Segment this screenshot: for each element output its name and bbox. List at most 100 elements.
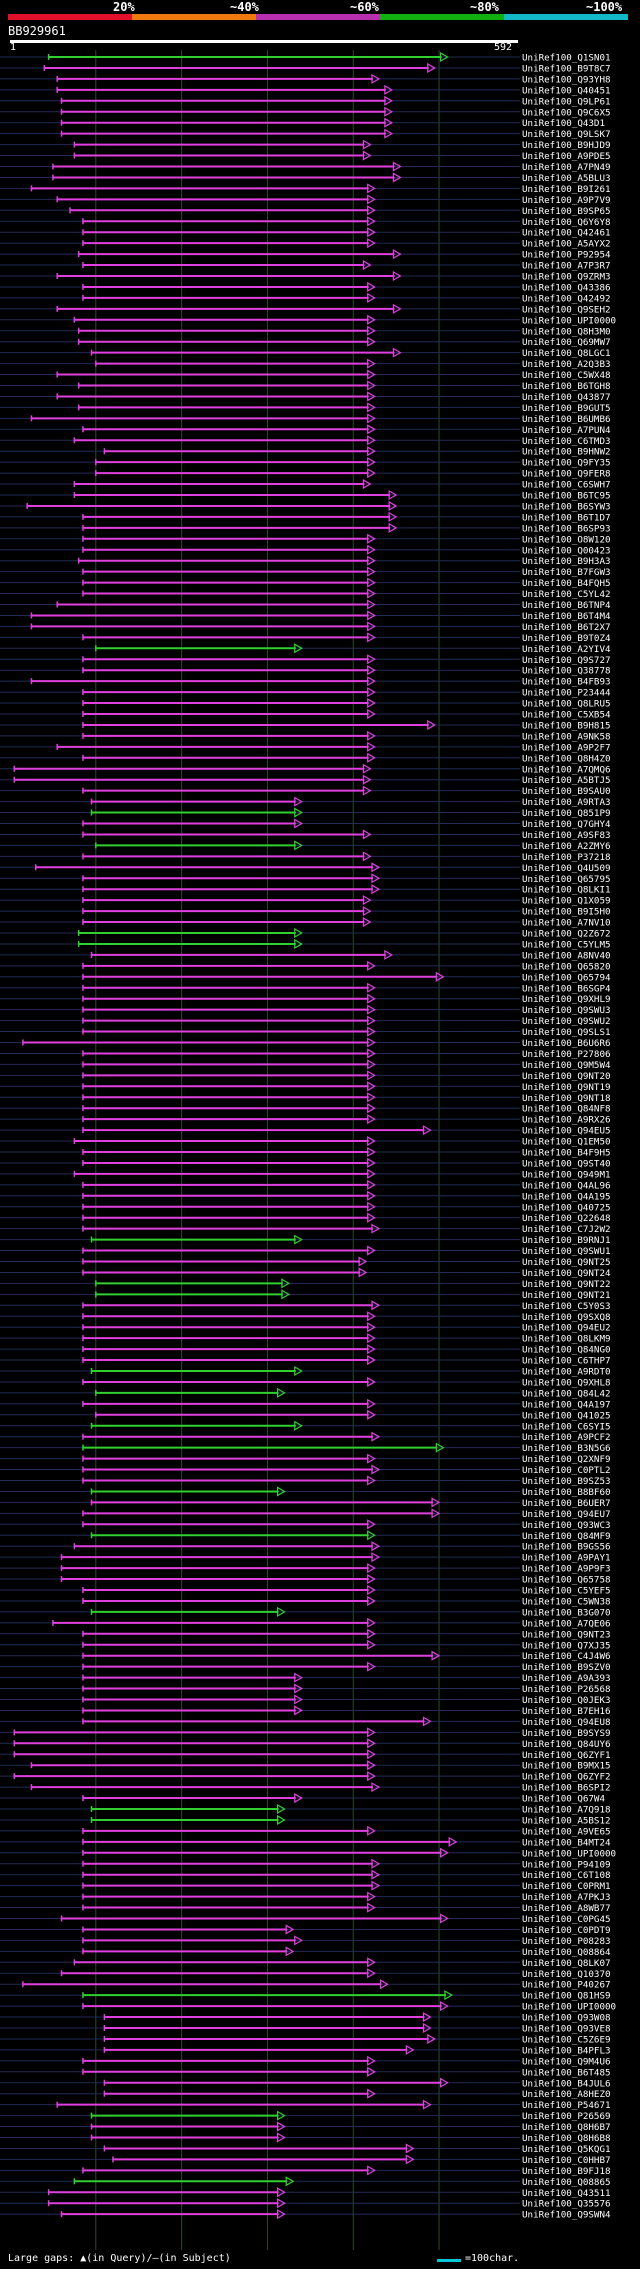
hit-arrowhead	[362, 785, 372, 796]
hit-label: UniRef100_Q84L42	[522, 1388, 611, 1399]
hit-arrowhead	[367, 1333, 376, 1344]
hit-label: UniRef100_Q8H6B7	[522, 2122, 611, 2133]
hit-label: UniRef100_Q93VE8	[522, 2024, 611, 2035]
hit-arrowhead	[362, 774, 372, 785]
hit-arrowhead	[367, 610, 376, 621]
hit-label: UniRef100_Q67W4	[522, 1794, 605, 1805]
hit-label: UniRef100_Q9FER8	[522, 469, 611, 480]
hit-label: UniRef100_B4F9H5	[522, 1148, 611, 1159]
hit-label: UniRef100_Q9SLS1	[522, 1027, 611, 1038]
hit-arrowhead	[362, 895, 372, 906]
hit-arrowhead	[367, 698, 376, 709]
hit-arrowhead	[362, 763, 372, 774]
hit-label: UniRef100_Q9NT24	[522, 1268, 611, 1279]
hit-label: UniRef100_A9PAY1	[522, 1553, 611, 1564]
hit-label: UniRef100_P94109	[522, 1859, 611, 1870]
legend-band-60	[256, 14, 380, 20]
hit-arrowhead	[294, 938, 303, 949]
hit-arrowhead	[367, 621, 376, 632]
hit-arrowhead	[367, 1738, 376, 1749]
hit-label: UniRef100_A9P2F7	[522, 742, 611, 753]
hit-arrowhead	[371, 1464, 381, 1475]
hit-arrowhead	[367, 1311, 376, 1322]
hit-label: UniRef100_Q9SWN4	[522, 2210, 611, 2221]
hit-arrowhead	[367, 1059, 376, 1070]
hit-label: UniRef100_C6T108	[522, 1870, 611, 1881]
hit-label: UniRef100_Q69MW7	[522, 337, 611, 348]
hit-arrowhead	[276, 1803, 286, 1815]
hit-label: UniRef100_Q22648	[522, 1213, 611, 1224]
hit-label: UniRef100_B4PFL3	[522, 2045, 611, 2056]
hit-label: UniRef100_Q65794	[522, 972, 611, 983]
hit-arrowhead	[367, 566, 376, 577]
hit-label: UniRef100_Q9ZRM3	[522, 272, 611, 283]
hit-arrowhead	[367, 358, 376, 369]
hit-arrowhead	[384, 128, 394, 139]
hit-arrowhead	[276, 1814, 286, 1825]
query-id: BB929961	[8, 24, 66, 38]
hit-label: UniRef100_Q9S727	[522, 655, 611, 666]
hit-label: UniRef100_Q81HS9	[522, 1991, 611, 2002]
hit-label: UniRef100_Q94EU7	[522, 1509, 611, 1520]
hit-arrowhead	[367, 1617, 376, 1628]
hit-label: UniRef100_Q9SWU3	[522, 1005, 611, 1016]
hit-arrowhead	[367, 1355, 376, 1366]
hit-arrowhead	[294, 1234, 303, 1245]
hit-label: UniRef100_Q9C6X5	[522, 107, 611, 118]
hit-label: UniRef100_A7QE06	[522, 1618, 611, 1629]
hit-label: UniRef100_Q65820	[522, 961, 611, 972]
hit-label: UniRef100_Q00423	[522, 545, 611, 556]
hit-arrowhead	[367, 588, 376, 599]
hit-arrowhead	[367, 1825, 376, 1836]
hit-arrowhead	[367, 1136, 376, 1147]
hit-arrowhead	[276, 2121, 286, 2132]
hit-arrowhead	[367, 1760, 376, 1771]
hit-arrowhead	[367, 1157, 376, 1168]
hit-label: UniRef100_Q2XNF9	[522, 1454, 611, 1465]
hit-arrowhead	[367, 665, 376, 676]
hit-arrowhead	[367, 982, 376, 993]
hit-arrowhead	[384, 95, 394, 106]
hit-label: UniRef100_Q9ST40	[522, 1158, 611, 1169]
hit-label: UniRef100_Q8H6B8	[522, 2133, 611, 2144]
hit-label: UniRef100_A9SF83	[522, 830, 611, 841]
legend-label-20: 20%	[113, 0, 135, 14]
hit-arrowhead	[392, 161, 402, 172]
hit-arrowhead	[367, 227, 376, 238]
hit-arrowhead	[367, 391, 376, 402]
hit-arrowhead	[367, 1015, 376, 1026]
hit-arrowhead	[444, 1990, 454, 2001]
hit-arrowhead	[371, 1869, 381, 1880]
hit-label: UniRef100_B4FQH5	[522, 578, 611, 589]
hit-arrowhead	[371, 1880, 381, 1891]
hit-label: UniRef100_B9I5H0	[522, 907, 611, 918]
hit-label: UniRef100_Q94EU8	[522, 1717, 611, 1728]
hit-arrowhead	[367, 1037, 376, 1048]
hit-arrowhead	[367, 238, 376, 249]
hit-arrowhead	[294, 1694, 303, 1705]
hit-label: UniRef100_Q9NT20	[522, 1071, 611, 1082]
hit-label: UniRef100_A2Q3B3	[522, 359, 611, 370]
hit-arrowhead	[362, 139, 372, 150]
hit-label: UniRef100_B4MT24	[522, 1837, 611, 1848]
hit-arrowhead	[427, 2033, 436, 2044]
hit-label: UniRef100_Q9SWU1	[522, 1246, 611, 1257]
hit-label: UniRef100_Q949M1	[522, 1169, 611, 1180]
hit-label: UniRef100_Q42492	[522, 293, 611, 304]
hit-label: UniRef100_C5Z6E9	[522, 2034, 611, 2045]
hit-label: UniRef100_Q8LRU5	[522, 699, 611, 710]
hit-arrowhead	[367, 1661, 376, 1672]
hit-arrowhead	[371, 862, 381, 873]
hit-label: UniRef100_B9H815	[522, 720, 611, 731]
hit-arrowhead	[367, 1245, 376, 1256]
hit-label: UniRef100_C0PG45	[522, 1914, 611, 1925]
hit-label: UniRef100_Q42461	[522, 228, 611, 239]
hit-arrowhead	[367, 544, 376, 555]
hit-arrowhead	[392, 347, 402, 358]
hit-label: UniRef100_A8HEZ0	[522, 2089, 611, 2100]
hit-arrowhead	[362, 829, 372, 840]
hit-label: UniRef100_B6TC95	[522, 491, 611, 502]
hit-label: UniRef100_B9I261	[522, 184, 611, 195]
hit-label: UniRef100_Q65758	[522, 1575, 611, 1586]
